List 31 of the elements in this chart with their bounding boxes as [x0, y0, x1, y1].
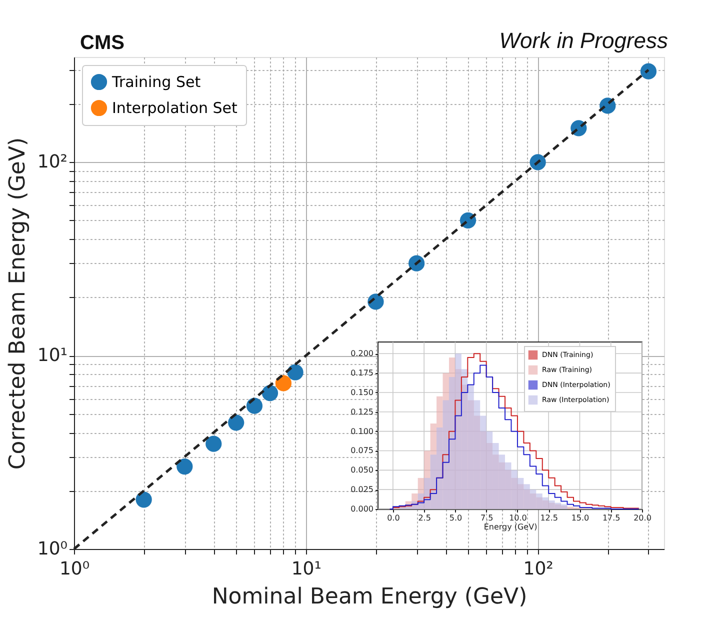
x-tick-label: 10¹ [291, 558, 322, 580]
x-tick-label: 12.5 [540, 514, 558, 522]
y-tick-label: 0.150 [350, 388, 374, 397]
y-axis-title: Corrected Beam Energy (GeV) [5, 137, 30, 470]
chart-title: CMS [80, 32, 124, 54]
x-tick-label: 17.5 [602, 514, 620, 522]
x-tick-label: 7.5 [480, 514, 494, 522]
legend-label: Training Set [111, 73, 201, 91]
y-tick-label: 0.200 [350, 349, 374, 358]
x-axis-title: Energy (GeV) [484, 522, 538, 532]
x-tick-label: 10.0 [509, 514, 527, 522]
x-axis-title: Nominal Beam Energy (GeV) [212, 584, 528, 610]
y-tick-label: 0.175 [350, 368, 374, 378]
x-tick-label: 20.0 [634, 514, 652, 522]
x-tick-label: 2.5 [418, 514, 431, 522]
x-tick-label: 5.0 [449, 514, 462, 522]
y-tick-label: 0.125 [350, 407, 374, 416]
x-tick-label: 15.0 [571, 514, 590, 522]
y-tick-label: 0.100 [350, 426, 374, 436]
y-tick-label: 0.025 [350, 485, 374, 494]
y-tick-label: 0.000 [350, 504, 374, 514]
y-tick-label: 0.075 [350, 446, 374, 456]
x-tick-label: 10² [523, 558, 554, 580]
x-tick-label: 0.0 [387, 514, 400, 522]
y-tick-label: 0.050 [350, 466, 374, 475]
text: Work in Progress [499, 28, 668, 53]
y-tick-label: 10¹ [37, 345, 68, 366]
legend-label: Interpolation Set [112, 99, 238, 117]
y-tick-label: 10² [37, 152, 68, 173]
y-tick-label: 10⁰ [37, 538, 68, 560]
x-tick-label: 10⁰ [59, 558, 90, 580]
